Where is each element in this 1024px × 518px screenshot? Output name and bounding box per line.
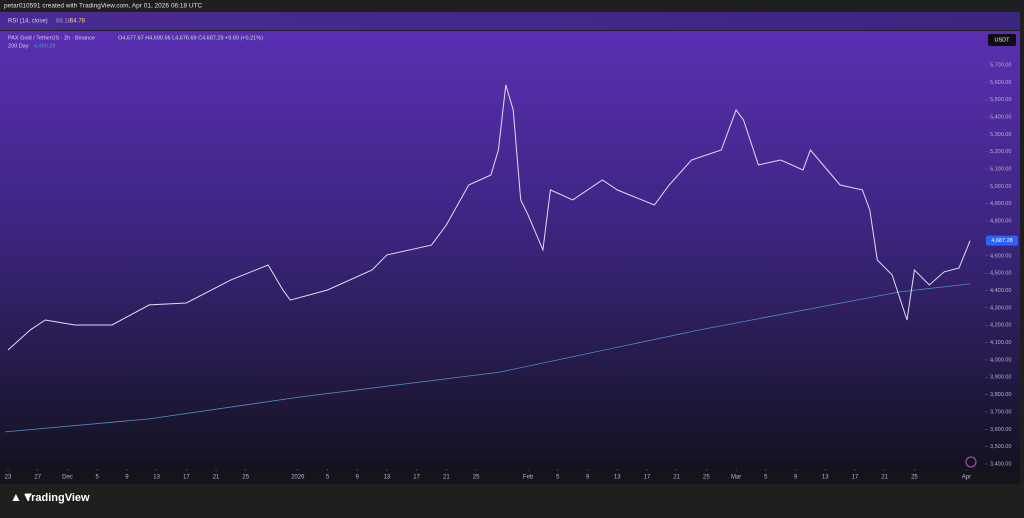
ma-title: 200 Day [8, 43, 29, 49]
x-tick-label: 25 [911, 475, 918, 481]
x-tick-label: 23 [5, 475, 12, 481]
y-tick-label: 5,400.00 [990, 114, 1011, 120]
x-tick-label: 17 [644, 475, 651, 481]
y-tick-label: 5,500.00 [990, 97, 1011, 103]
x-tick-label: Feb [523, 475, 534, 481]
x-tick-label: 2026 [291, 475, 305, 481]
rsi-panel [0, 12, 1020, 30]
ma-value: 4,490.28 [34, 43, 55, 49]
y-tick-label: 3,600.00 [990, 427, 1011, 433]
chart-area [0, 31, 1020, 470]
x-tick-label: 5 [96, 475, 100, 481]
header-text: petar010591 created with TradingView.com… [4, 3, 203, 10]
y-tick-label: 4,300.00 [990, 305, 1011, 311]
y-tick-label: 3,400.00 [990, 461, 1011, 467]
rsi-value: 64.78 [70, 19, 86, 25]
x-tick-label: 13 [614, 475, 621, 481]
lightning-icon[interactable] [965, 456, 977, 468]
last-price-tag [986, 235, 1018, 246]
y-tick-label: 4,900.00 [990, 201, 1011, 207]
x-tick-label: 13 [384, 475, 391, 481]
y-tick-label: 4,100.00 [990, 340, 1011, 346]
x-tick-label: 17 [852, 475, 859, 481]
x-tick-label: 9 [586, 475, 590, 481]
last-price-label: 4,687.28 [991, 238, 1012, 244]
y-tick-label: 4,800.00 [990, 219, 1011, 225]
x-tick-label: 17 [413, 475, 420, 481]
x-tick-label: Apr [962, 475, 971, 481]
y-tick-label: 3,900.00 [990, 375, 1011, 381]
y-tick-label: 3,500.00 [990, 444, 1011, 450]
price-line [7, 84, 971, 351]
y-tick-label: 5,300.00 [990, 132, 1011, 138]
y-tick-label: 5,100.00 [990, 167, 1011, 173]
x-tick-label: 21 [673, 475, 680, 481]
x-tick-label: 25 [242, 475, 249, 481]
x-tick-label: 27 [34, 475, 41, 481]
y-tick-label: 5,200.00 [990, 149, 1011, 155]
y-tick-label: 3,700.00 [990, 409, 1011, 415]
x-tick-label: 13 [822, 475, 829, 481]
y-tick-label: 4,600.00 [990, 253, 1011, 259]
y-tick-label: 4,000.00 [990, 357, 1011, 363]
x-axis-area [0, 470, 1020, 484]
symbol-title: PAX Gold / TetherUS · 2h · Binance [8, 35, 95, 41]
currency-badge[interactable] [988, 34, 1016, 46]
rsi-value: 68.18 [56, 19, 72, 25]
x-tick-label: 5 [556, 475, 560, 481]
x-tick-label: 25 [473, 475, 480, 481]
y-tick-label: 4,400.00 [990, 288, 1011, 294]
x-tick-label: 21 [213, 475, 220, 481]
x-tick-label: 9 [356, 475, 360, 481]
y-tick-label: 5,600.00 [990, 80, 1011, 86]
x-tick-label: 21 [443, 475, 450, 481]
brand-logo: ▲▼ [10, 490, 34, 504]
x-tick-label: Dec [62, 475, 73, 481]
brand-name: TradingView [25, 492, 90, 504]
x-tick-label: 13 [153, 475, 160, 481]
x-tick-label: 9 [125, 475, 129, 481]
y-tick-label: 3,800.00 [990, 392, 1011, 398]
x-tick-label: 17 [183, 475, 190, 481]
plot: 3,400.00 3,500.00 3,600.00 3,700.00 3,800.00… [5, 62, 1018, 481]
x-tick-label: 5 [326, 475, 330, 481]
x-tick-label: 5 [764, 475, 768, 481]
x-tick-label: 25 [703, 475, 710, 481]
y-tick-label: 4,500.00 [990, 271, 1011, 277]
x-tick-label: 21 [881, 475, 888, 481]
x-tick-label: 9 [794, 475, 798, 481]
x-tick-label: Mar [731, 475, 741, 481]
ohlc-values: O4,677.67 H4,690.56 L4,676.69 C4,687.28 … [118, 35, 263, 41]
y-tick-label: 4,200.00 [990, 323, 1011, 329]
rsi-title: RSI (14, close) [8, 19, 48, 25]
currency-label: USDT [995, 37, 1011, 43]
y-tick-label: 5,700.00 [990, 62, 1011, 68]
y-tick-label: 5,000.00 [990, 184, 1011, 190]
ma-line [5, 283, 971, 433]
